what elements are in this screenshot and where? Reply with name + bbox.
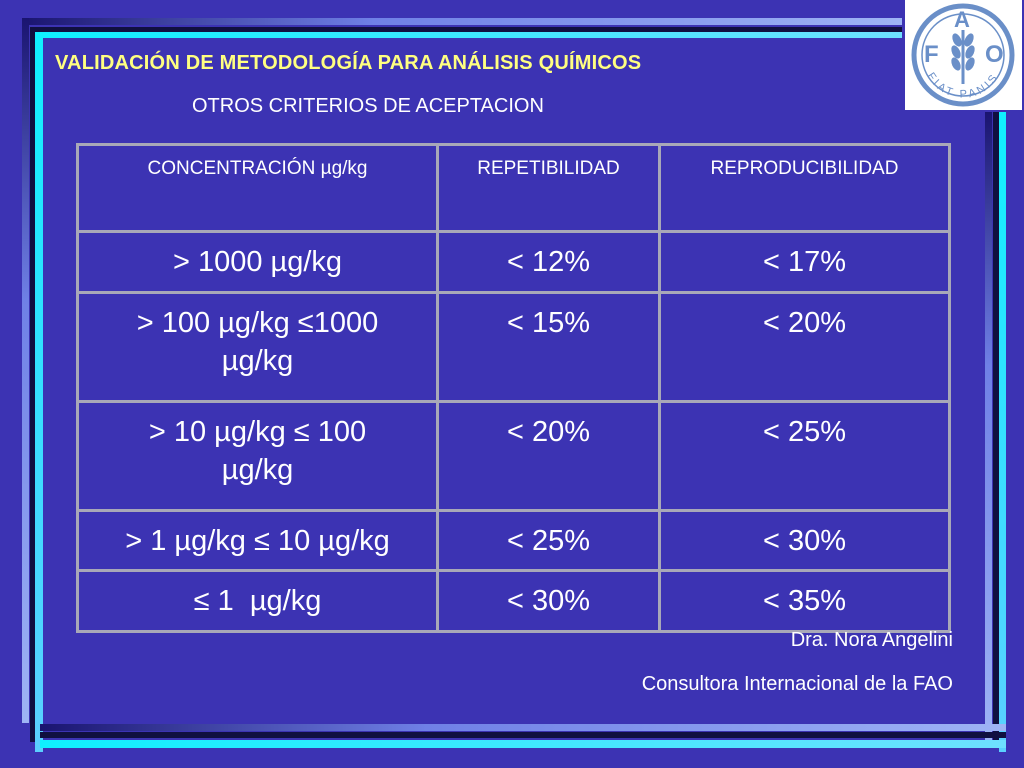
table-row: > 1 µg/kg ≤ 10 µg/kg < 25% < 30% xyxy=(76,509,951,572)
author-role: Consultora Internacional de la FAO xyxy=(641,673,953,695)
frame-bar-top xyxy=(30,27,902,32)
table-row: ≤ 1 µg/kg < 30% < 35% xyxy=(76,569,951,633)
frame-bar-right xyxy=(999,112,1006,752)
table-row: > 100 µg/kg ≤1000 µg/kg < 15% < 20% xyxy=(76,291,951,403)
frame-bar-left xyxy=(22,18,29,723)
fao-logo: F A O FIAT PANIS xyxy=(905,0,1022,110)
concentration-cell: > 100 µg/kg ≤1000 µg/kg xyxy=(76,291,439,403)
logo-letter-o: O xyxy=(985,41,1004,68)
concentration-cell: > 1000 µg/kg xyxy=(76,230,439,294)
logo-letter-f: F xyxy=(924,41,939,68)
frame-bar-bottom xyxy=(40,724,1006,731)
reproducibility-cell: < 30% xyxy=(658,509,951,572)
reproducibility-cell: < 20% xyxy=(658,291,951,403)
slide-subtitle: OTROS CRITERIOS DE ACEPTACION xyxy=(192,95,544,117)
repeatability-cell: < 12% xyxy=(436,230,661,294)
concentration-cell: > 1 µg/kg ≤ 10 µg/kg xyxy=(76,509,439,572)
table-row: > 1000 µg/kg < 12% < 17% xyxy=(76,230,951,294)
slide-title: VALIDACIÓN DE METODOLOGÍA PARA ANÁLISIS … xyxy=(55,52,642,74)
frame-bar-left xyxy=(30,27,35,742)
frame-bar-bottom xyxy=(40,740,1006,748)
frame-bar-right xyxy=(985,112,992,747)
frame-bar-left xyxy=(35,32,43,752)
logo-letter-a: A xyxy=(954,7,970,32)
frame-bar-top xyxy=(38,32,902,38)
concentration-cell: > 10 µg/kg ≤ 100 µg/kg xyxy=(76,400,439,512)
concentration-cell: ≤ 1 µg/kg xyxy=(76,569,439,633)
fao-emblem-icon: F A O FIAT PANIS xyxy=(911,3,1015,107)
header-reproducibility: REPRODUCIBILIDAD xyxy=(658,143,951,233)
reproducibility-cell: < 17% xyxy=(658,230,951,294)
author-name: Dra. Nora Angelini xyxy=(790,629,953,651)
table-header-row: CONCENTRACIÓN µg/kg REPETIBILIDAD REPROD… xyxy=(76,143,951,233)
frame-bar-right xyxy=(993,112,999,747)
repeatability-cell: < 25% xyxy=(436,509,661,572)
repeatability-cell: < 20% xyxy=(436,400,661,512)
repeatability-cell: < 15% xyxy=(436,291,661,403)
reproducibility-cell: < 35% xyxy=(658,569,951,633)
frame-bar-top xyxy=(22,18,902,25)
frame-bar-bottom xyxy=(40,732,1006,738)
table-row: > 10 µg/kg ≤ 100 µg/kg < 20% < 25% xyxy=(76,400,951,512)
acceptance-criteria-table: CONCENTRACIÓN µg/kg REPETIBILIDAD REPROD… xyxy=(76,143,951,633)
repeatability-cell: < 30% xyxy=(436,569,661,633)
header-repeatability: REPETIBILIDAD xyxy=(436,143,661,233)
reproducibility-cell: < 25% xyxy=(658,400,951,512)
header-concentration: CONCENTRACIÓN µg/kg xyxy=(76,143,439,233)
